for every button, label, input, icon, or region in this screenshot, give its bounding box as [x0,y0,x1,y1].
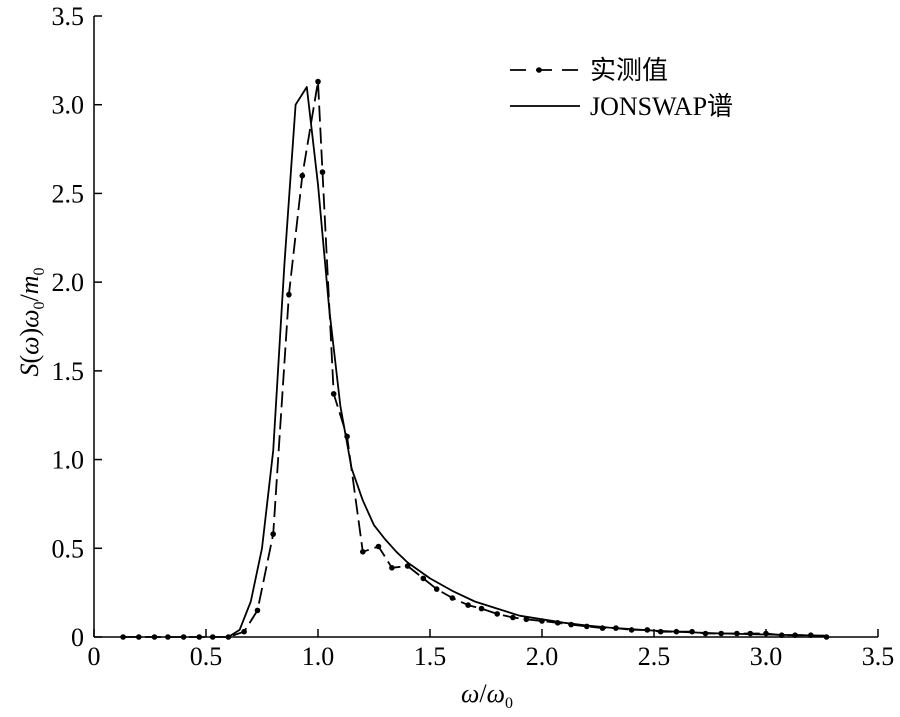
jonswap-series-line [227,86,827,638]
measured-point [286,291,292,298]
x-axis-title: ω/ω0 [461,679,513,712]
y-axis-title: S(ω)ω0/m0 [15,267,48,376]
measured-point [165,634,171,640]
measured-point [478,605,485,612]
measured-point [360,549,366,555]
measured-point [510,614,516,621]
legend-measured-label: 实测值 [590,56,668,85]
measured-point [180,634,187,640]
x-tick-label: 0.5 [190,642,223,671]
y-ticks: 0 0.5 1.0 1.5 2.0 2.5 3.0 3.5 [52,2,102,652]
measured-point [299,172,306,179]
x-tick-label: 1.5 [414,642,447,671]
measured-point [763,630,769,637]
measured-series-line [123,80,827,638]
y-tick-label: 3.0 [52,91,85,120]
series-layer [120,78,830,640]
legend-jonswap-label: JONSWAP谱 [590,92,733,121]
measured-point [120,634,126,640]
measured-point [319,169,326,175]
measured-point [375,543,382,550]
x-tick-label: 0 [88,642,101,671]
measured-point [465,602,471,608]
x-tick-label: 2.5 [638,642,671,671]
y-tick-label: 1.0 [52,446,85,475]
y-tick-label: 2.0 [52,268,85,297]
measured-point [136,634,142,640]
y-tick-label: 2.5 [52,179,85,208]
measured-point [270,531,277,537]
x-tick-label: 2.0 [526,642,559,671]
measured-point [433,586,440,592]
measured-point [196,634,203,640]
measured-point [315,78,321,85]
measured-point [254,607,261,614]
x-tick-label: 3.5 [862,642,895,671]
y-tick-label: 3.5 [52,2,85,31]
legend: 实测值 JONSWAP谱 [510,56,733,121]
measured-point [449,595,456,601]
measured-point [209,634,216,640]
x-tick-label: 1.0 [302,642,335,671]
axes [93,16,878,638]
legend-measured-marker [536,67,542,73]
y-tick-label: 1.5 [52,357,85,386]
measured-point [420,575,427,582]
x-ticks: 0 0.5 1.0 1.5 2.0 2.5 3.0 3.5 [88,629,895,671]
measured-point [494,611,501,617]
y-tick-label: 0.5 [52,534,85,563]
measured-point [151,634,158,640]
x-tick-label: 3.0 [750,642,783,671]
measured-point [404,563,411,569]
measured-point [389,565,395,571]
measured-point [330,391,337,397]
measured-point [241,628,247,635]
y-tick-label: 0 [71,623,84,652]
